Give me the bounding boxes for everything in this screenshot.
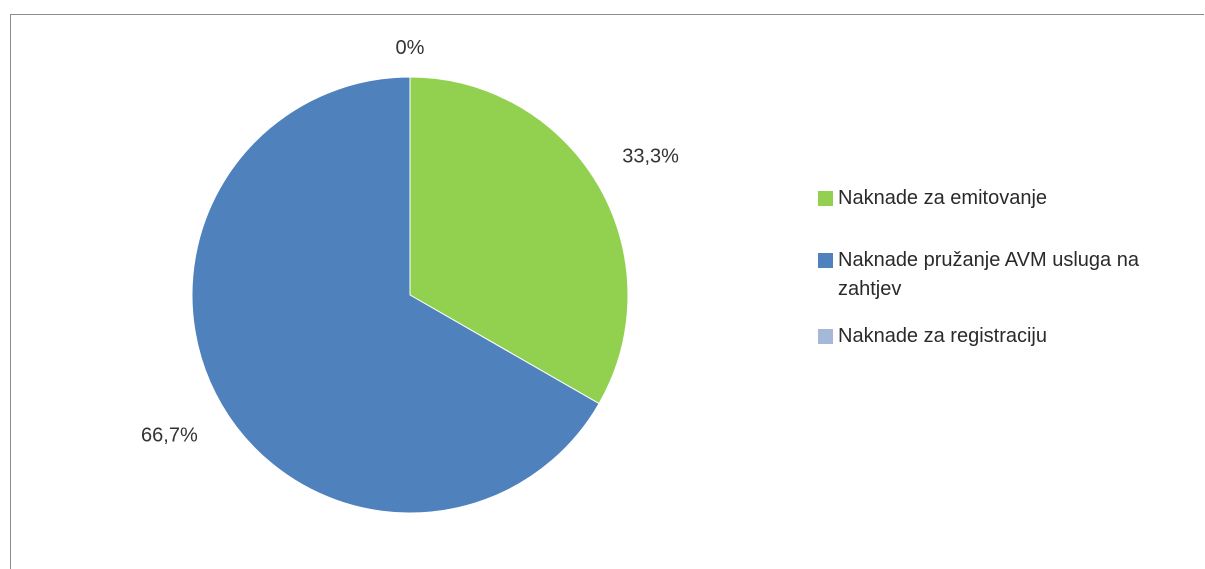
slice-emitovanje — [409, 76, 629, 405]
legend-swatch — [818, 191, 833, 206]
legend-label: Naknade pružanje AVM usluga na zahtjev — [838, 249, 1139, 300]
legend-item-registracija: Naknade za registraciju — [818, 322, 1198, 351]
data-label-emitovanje: 33,3% — [622, 146, 679, 168]
legend-swatch — [818, 329, 833, 344]
legend-label: Naknade za registraciju — [838, 325, 1047, 347]
pie-slices — [191, 76, 629, 514]
chart-legend: Naknade za emitovanje Naknade pružanje A… — [818, 184, 1198, 351]
slice-avm-usluge — [191, 76, 600, 514]
legend-swatch — [818, 253, 833, 268]
legend-label: Naknade za emitovanje — [838, 187, 1048, 209]
chart-area — [10, 14, 1204, 569]
legend-item-avm-usluge: Naknade pružanje AVM usluga na zahtjev — [818, 246, 1198, 304]
data-label-registracija: 0% — [396, 37, 425, 59]
pie-data-labels: 33,3% 66,7% 0% — [141, 37, 679, 446]
legend-item-emitovanje: Naknade za emitovanje — [818, 184, 1198, 213]
data-label-avm-usluge: 66,7% — [141, 424, 198, 446]
